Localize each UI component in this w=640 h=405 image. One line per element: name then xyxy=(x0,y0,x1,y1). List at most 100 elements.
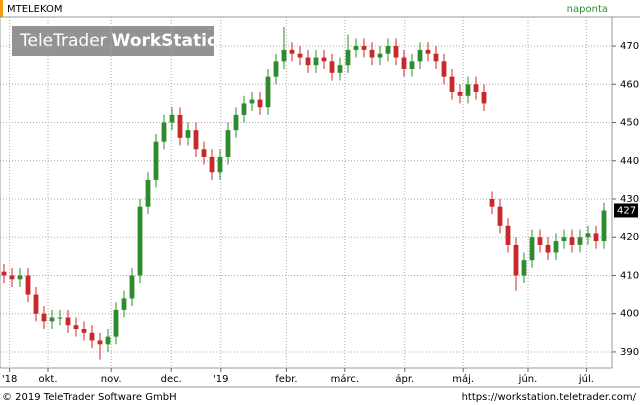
candle-body xyxy=(273,61,279,77)
candle-body xyxy=(161,122,167,142)
x-tick-label: febr. xyxy=(275,374,297,385)
candle-body xyxy=(345,49,351,66)
candle-body xyxy=(81,329,87,333)
candle-body xyxy=(561,237,567,242)
x-tick-label: ápr. xyxy=(395,373,414,385)
url: https://workstation.teletrader.com/ xyxy=(462,392,637,403)
x-tick-label: '18 xyxy=(2,374,17,385)
y-tick-label: 440 xyxy=(620,156,639,167)
candle-body xyxy=(585,233,591,238)
candle-body xyxy=(137,206,143,276)
y-tick-label: 460 xyxy=(620,79,639,90)
candle-body xyxy=(569,237,575,245)
candle-body xyxy=(193,130,199,150)
watermark-box xyxy=(12,26,214,56)
candle-body xyxy=(233,114,239,131)
candle-body xyxy=(281,49,287,62)
candle-body xyxy=(41,313,47,322)
candle-body xyxy=(473,84,479,92)
x-tick-label: jún. xyxy=(518,373,538,385)
candle-body xyxy=(121,298,127,310)
candle-body xyxy=(225,130,231,157)
y-tick-label: 390 xyxy=(620,347,639,358)
last-value-box xyxy=(614,203,638,218)
y-tick-label: 470 xyxy=(620,41,639,52)
candle-body xyxy=(9,275,15,280)
candle-body xyxy=(305,57,311,66)
symbol-marker xyxy=(0,0,3,17)
candle-body xyxy=(57,317,63,319)
candle-body xyxy=(353,46,359,50)
candle-body xyxy=(369,49,375,58)
candle-body xyxy=(153,141,159,180)
y-tick-label: 400 xyxy=(620,309,639,320)
y-tick-label: 430 xyxy=(620,194,639,205)
last-value-label: 427 xyxy=(617,205,636,216)
candle-body xyxy=(97,340,103,345)
candle-body xyxy=(217,156,223,173)
candle-body xyxy=(265,76,271,108)
y-tick-label: 450 xyxy=(620,118,639,129)
candle-body xyxy=(241,103,247,115)
candle-body xyxy=(489,199,495,207)
candle-body xyxy=(457,91,463,96)
candle-body xyxy=(449,76,455,92)
x-tick-label: júl. xyxy=(578,373,594,385)
candle-body xyxy=(177,114,183,138)
y-tick-label: 420 xyxy=(620,232,639,243)
candle-body xyxy=(89,332,95,341)
candle-body xyxy=(329,61,335,73)
copyright: © 2019 TeleTrader Software GmbH xyxy=(2,392,177,403)
candle-body xyxy=(289,49,295,54)
x-tick-label: '19 xyxy=(213,374,228,385)
candle-body xyxy=(377,53,383,58)
candle-body xyxy=(393,46,399,58)
candle-body xyxy=(321,57,327,62)
candle-body xyxy=(417,49,423,62)
candle-body xyxy=(73,325,79,329)
x-tick-label: márc. xyxy=(331,373,359,385)
candle-body xyxy=(537,237,543,245)
symbol: MTELEKOM xyxy=(7,4,62,15)
candle-body xyxy=(185,130,191,138)
candle-body xyxy=(401,57,407,69)
plot-frame xyxy=(0,16,613,369)
x-tick-label: nov. xyxy=(101,374,122,385)
candle-body xyxy=(25,275,31,295)
candle-body xyxy=(481,91,487,104)
y-tick-label: 410 xyxy=(620,270,639,281)
candle-body xyxy=(409,61,415,69)
candle-body xyxy=(505,225,511,245)
candle-body xyxy=(601,210,607,242)
candle-body xyxy=(425,49,431,54)
candle-body xyxy=(257,99,263,108)
candle-body xyxy=(313,57,319,66)
x-tick-label: máj. xyxy=(452,373,474,385)
candle-body xyxy=(577,237,583,245)
candle-body xyxy=(113,309,119,337)
candle-body xyxy=(201,149,207,157)
candle-body xyxy=(49,317,55,322)
candle-body xyxy=(529,237,535,261)
candle-body xyxy=(145,179,151,207)
candle-body xyxy=(337,65,343,73)
candle-body xyxy=(385,46,391,54)
candle-body xyxy=(593,233,599,242)
candle-body xyxy=(361,46,367,50)
interval: naponta xyxy=(567,4,608,15)
candle-body xyxy=(105,336,111,345)
candle-body xyxy=(249,99,255,104)
candle-body xyxy=(297,53,303,58)
watermark: TeleTrader WorkStation xyxy=(19,31,231,51)
candle-body xyxy=(169,114,175,123)
candle-body xyxy=(513,244,519,276)
candle-body xyxy=(1,271,7,276)
candle-body xyxy=(209,156,215,173)
candle-body xyxy=(129,275,135,299)
candle-body xyxy=(553,241,559,253)
candle-body xyxy=(33,294,39,314)
candle-body xyxy=(441,61,447,77)
candle-body xyxy=(521,260,527,276)
